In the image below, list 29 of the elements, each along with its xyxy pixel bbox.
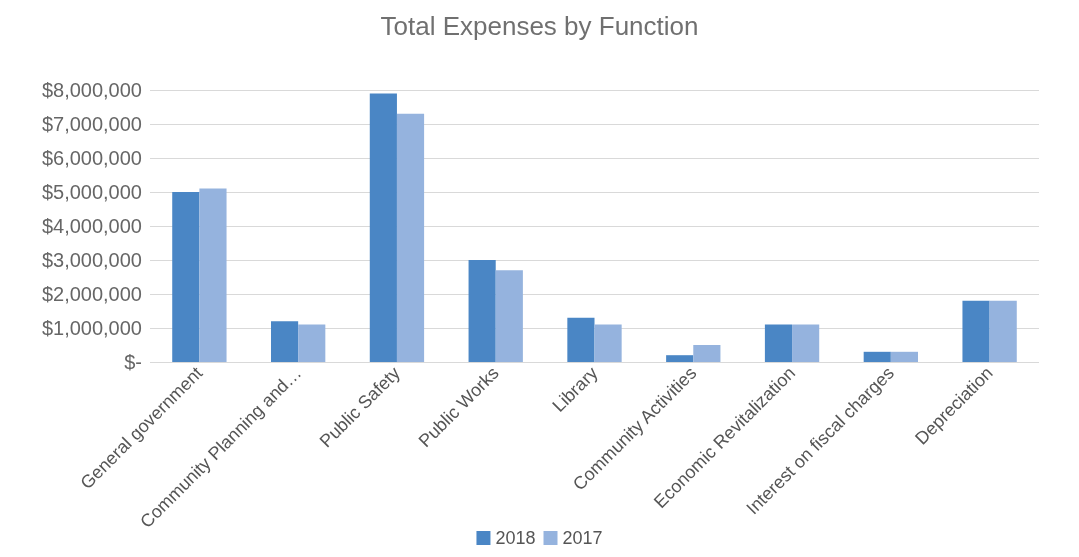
y-tick-label: $1,000,000 — [41, 317, 142, 339]
bar — [792, 324, 820, 362]
legend-label: 2017 — [562, 528, 603, 548]
bar — [468, 260, 496, 362]
bar — [693, 345, 721, 362]
y-tick-label: $8,000,000 — [41, 79, 142, 101]
y-tick-label: $5,000,000 — [41, 181, 142, 203]
bar — [989, 300, 1017, 362]
bar — [962, 300, 990, 362]
y-tick-label: $3,000,000 — [41, 249, 142, 271]
y-tick-label: $7,000,000 — [41, 113, 142, 135]
y-tick-label: $2,000,000 — [41, 283, 142, 305]
bar — [890, 351, 918, 362]
bar — [594, 324, 622, 362]
bar — [495, 270, 523, 362]
y-tick-label: $6,000,000 — [41, 147, 142, 169]
bar — [271, 321, 299, 362]
bar — [199, 188, 227, 362]
y-tick-label: $4,000,000 — [41, 215, 142, 237]
bar — [863, 351, 891, 362]
bar — [396, 113, 425, 362]
bar — [172, 192, 200, 362]
bar — [567, 317, 595, 362]
bar — [764, 324, 793, 362]
bar — [369, 93, 397, 362]
bar — [666, 355, 694, 362]
legend-label: 2018 — [495, 528, 536, 548]
bar — [298, 324, 326, 362]
chart-title: Total Expenses by Function — [380, 11, 699, 41]
